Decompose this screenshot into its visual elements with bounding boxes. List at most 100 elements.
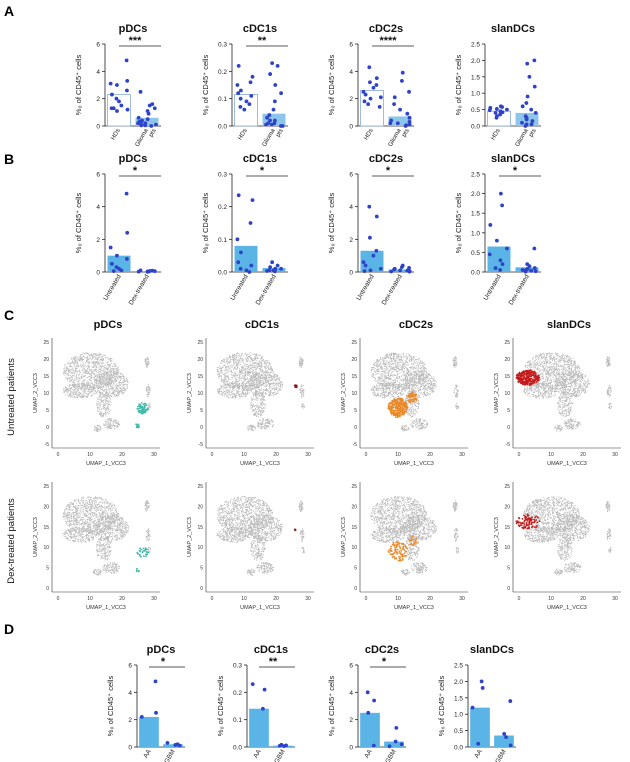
umap-cell-point [95, 364, 97, 366]
umap-cell-point [105, 421, 107, 423]
umap-cell-point [251, 353, 253, 355]
umap-cell-point [226, 370, 228, 372]
umap-cell-point [100, 368, 102, 370]
umap-cell-point [88, 363, 90, 365]
umap-cell-point [302, 384, 304, 386]
data-point-Glioma pts [400, 79, 404, 83]
umap-cell-point [230, 374, 233, 376]
umap-cell-point [254, 392, 256, 394]
umap-cell-point [267, 371, 269, 373]
umap-cell-point [67, 374, 69, 376]
umap-cell-point [104, 375, 106, 377]
umap-y-tick-label: 5 [200, 408, 203, 414]
umap-cell-point [224, 357, 226, 359]
umap-cell-point [103, 370, 105, 372]
umap-cell-point [96, 386, 99, 388]
umap-cell-point [114, 372, 116, 375]
umap-cell-point [120, 373, 122, 375]
umap-cell-point [110, 420, 113, 422]
umap-cell-point [79, 354, 81, 356]
umap-cell-point [250, 388, 252, 391]
umap-cell-point [228, 357, 231, 359]
umap-cell-point [69, 394, 71, 396]
umap-cell-point [64, 372, 66, 374]
umap-cell-point [83, 383, 85, 385]
umap-cell-point [67, 368, 69, 370]
data-point-Untreated [124, 191, 129, 196]
umap-cell-point [90, 353, 92, 355]
umap-cell-point [419, 370, 422, 372]
umap-cell-point [119, 379, 122, 381]
umap-cell-point [101, 415, 103, 417]
data-point-Glioma pts [392, 102, 396, 107]
umap-cell-point [273, 392, 275, 394]
umap-cell-point [262, 391, 264, 393]
umap-cell-point [93, 386, 95, 389]
umap-cell-point [232, 356, 234, 358]
umap-cell-point [112, 393, 115, 395]
umap-cell-point [261, 409, 263, 411]
umap-cell-point [260, 401, 262, 403]
umap-cell-point [83, 387, 85, 389]
umap-cell-point [146, 358, 148, 360]
data-point-Glioma pts [136, 115, 141, 120]
umap-cell-point [246, 361, 248, 363]
umap-cell-point [231, 375, 233, 377]
umap-cell-point [227, 372, 229, 374]
umap-cell-point [254, 365, 257, 367]
umap-cell-point [72, 395, 74, 397]
umap-cell-point [258, 365, 260, 367]
x-category-HDs: HDs [490, 128, 502, 142]
umap-cell-point [231, 394, 233, 396]
umap-cell-point [66, 388, 69, 390]
umap-cell-point [254, 388, 256, 390]
umap-cell-point [66, 368, 68, 370]
umap-cell-point [299, 358, 302, 361]
umap-cell-point [227, 381, 229, 383]
umap-cell-point [260, 427, 262, 429]
umap-cell-point [81, 359, 83, 361]
umap-cell-point [235, 355, 237, 357]
data-point-Glioma pts [270, 61, 275, 66]
umap-cell-point [104, 373, 106, 375]
umap-cell-point [256, 404, 258, 407]
umap-cell-point [267, 394, 269, 396]
umap-cell-point [245, 371, 247, 374]
umap-cell-point [252, 395, 254, 397]
umap-cell-point [245, 355, 247, 357]
umap-cell-point [242, 358, 244, 360]
umap-cell-point [109, 388, 111, 390]
umap-cell-point [107, 403, 109, 405]
umap-cell-point [267, 381, 269, 383]
umap-cell-point [258, 367, 260, 370]
umap-cell-point [260, 384, 262, 386]
umap-cell-point [226, 384, 228, 386]
data-point-Glioma pts [280, 124, 285, 128]
umap-cell-point [108, 359, 110, 361]
umap-cell-point [92, 389, 94, 391]
umap-cell-point [112, 387, 114, 389]
umap-plot-0-1: 0 10 20 30-50510152025UMAP_1_VCC3UMAP_2_VCC… [187, 338, 314, 467]
umap-cell-point [106, 408, 108, 410]
umap-cell-point [108, 400, 110, 402]
umap-cell-point [246, 378, 248, 380]
umap-cell-point [226, 367, 228, 369]
umap-cell-point [272, 393, 274, 395]
data-point-Glioma pts [272, 99, 277, 104]
umap-cell-point [92, 384, 94, 386]
umap-cell-point [76, 396, 78, 398]
umap-cell-point [88, 372, 90, 375]
umap-cell-point [298, 359, 300, 361]
umap-cell-point [233, 385, 236, 387]
umap-cell-point [253, 392, 255, 394]
umap-cell-point [101, 377, 103, 379]
umap-cell-point [97, 375, 99, 377]
umap-cell-point [260, 357, 262, 360]
umap-cell-point [76, 367, 78, 370]
umap-cell-point [109, 379, 111, 381]
umap-cell-point [237, 390, 239, 392]
umap-y-tick-label: 5 [46, 408, 49, 414]
umap-cell-point [97, 387, 99, 390]
